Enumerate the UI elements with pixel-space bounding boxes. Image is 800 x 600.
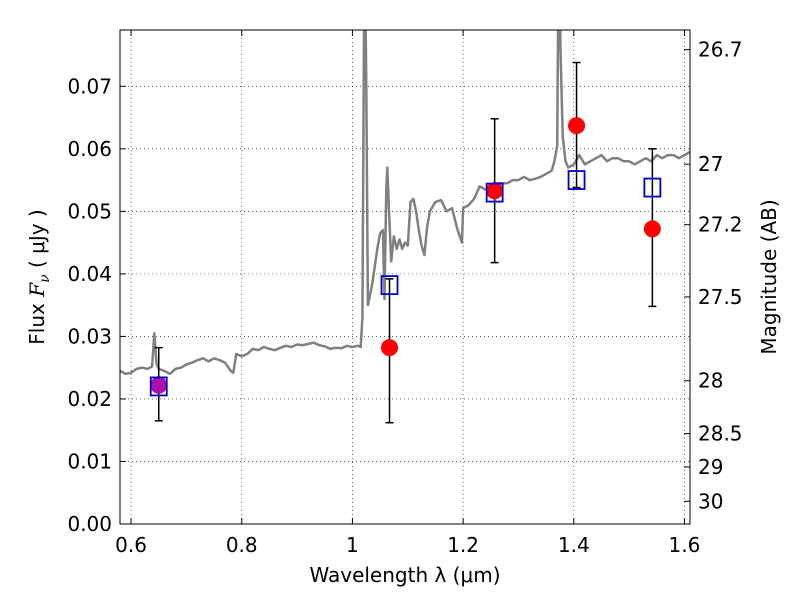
- y2-axis-label: Magnitude (AB): [757, 199, 781, 354]
- observed-point: [568, 117, 586, 135]
- model-square: [643, 177, 662, 198]
- y-tick-label: 0.00: [67, 512, 112, 536]
- plot-area: [120, 30, 690, 424]
- y-tick-label: 0.07: [67, 74, 112, 98]
- x-tick-label: 0.6: [115, 533, 147, 557]
- observed-point: [150, 376, 168, 394]
- model-square: [380, 275, 399, 296]
- y-tick-label: 0.03: [67, 324, 112, 348]
- y-tick-label: 0.06: [67, 137, 112, 161]
- x-tick-label: 1: [346, 533, 359, 557]
- observed-point: [486, 182, 504, 200]
- y2-tick-label: 30: [698, 489, 723, 513]
- y-tick-label: 0.01: [67, 449, 112, 473]
- observed-point: [381, 339, 399, 357]
- model-square: [567, 170, 586, 190]
- y-tick-label: 0.02: [67, 387, 112, 411]
- gridlines: [120, 30, 690, 525]
- y-axis-label-sub: ν: [37, 274, 53, 283]
- model-square: [485, 182, 504, 203]
- y-axis-label: Flux Fν ( μJy ): [25, 209, 53, 344]
- y-tick-label: 0.04: [67, 262, 112, 286]
- y2-tick-label: 27: [698, 152, 723, 176]
- x-tick-label: 1.6: [669, 533, 701, 557]
- x-axis-label: Wavelength λ (μm): [309, 563, 500, 587]
- y2-tick-label: 26.7: [698, 38, 743, 62]
- x-tick-label: 1.2: [447, 533, 479, 557]
- y2-tick-label: 27.2: [698, 213, 743, 237]
- model-square: [149, 376, 168, 397]
- y2-tick-label: 29: [698, 455, 723, 479]
- y2-tick-label: 28.5: [698, 422, 743, 446]
- observed-point: [643, 220, 661, 238]
- x-tick-label: 1.4: [558, 533, 590, 557]
- y2-tick-label: 28: [698, 369, 723, 393]
- y-tick-label: 0.05: [67, 199, 112, 223]
- y2-tick-label: 27.5: [698, 285, 743, 309]
- spectrum-line: [120, 30, 690, 376]
- y-axis-label-units: ( μJy ): [25, 209, 49, 274]
- y-axis-label-symbol: F: [25, 282, 49, 298]
- axes-frame: [119, 29, 691, 525]
- x-tick-label: 0.8: [226, 533, 258, 557]
- y-axis-label-prefix: Flux: [25, 297, 49, 345]
- axis-ticks: 0.6 0.8 1 1.2 1.4 1.6 0.00 0.01 0.02 0.03 0.04 0.05…: [67, 30, 743, 557]
